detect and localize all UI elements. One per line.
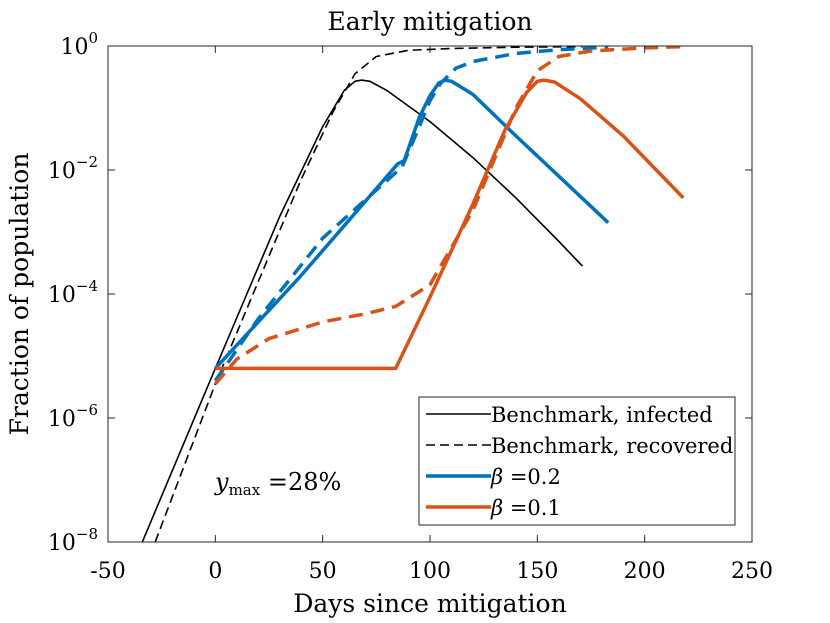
series-line-2 [154,46,583,542]
legend-label-2: Benchmark, recovered [491,434,733,458]
tick-layer: -50 0 50 100 150 200 250 100 10−2 10−4 10−6 10−8 [48,29,773,584]
x-tick-label: 150 [516,559,558,584]
x-tick-label: 200 [624,559,666,584]
annotation-sub: max [229,481,261,499]
series-line-6 [213,46,684,386]
chart-title: Early mitigation [327,7,532,36]
x-tick-label: 100 [409,559,451,584]
legend-label-4: β =0.1 [490,496,561,520]
series-line-1 [141,79,583,542]
legend-label-3: β =0.2 [490,465,561,489]
legend: Benchmark, infected Benchmark, recovered β… [418,396,736,526]
y-tick-label: 10−6 [48,401,98,432]
y-tick-label: 10−8 [48,525,98,556]
legend-box [418,396,736,526]
y-tick-label: 100 [60,29,98,60]
x-axis-label: Days since mitigation [293,589,566,618]
ymax-annotation: ymax =28% [214,468,341,499]
x-tick-label: -50 [90,559,125,584]
series-line-3 [214,78,610,370]
annotation-text: =28% [260,468,341,496]
series-line-4 [213,46,609,382]
y-tick-label: 10−2 [48,153,98,184]
annotation-var: y [214,468,229,496]
svg-text:ymax =28%: ymax =28% [214,468,341,499]
series-layer [141,46,685,542]
y-tick-label: 10−4 [48,277,98,308]
legend-label-1: Benchmark, infected [491,403,713,427]
x-tick-label: 0 [208,559,222,584]
x-tick-label: 50 [309,559,337,584]
x-tick-label: 250 [731,559,773,584]
y-axis-label: Fraction of population [5,153,34,436]
series-line-5 [215,78,685,371]
